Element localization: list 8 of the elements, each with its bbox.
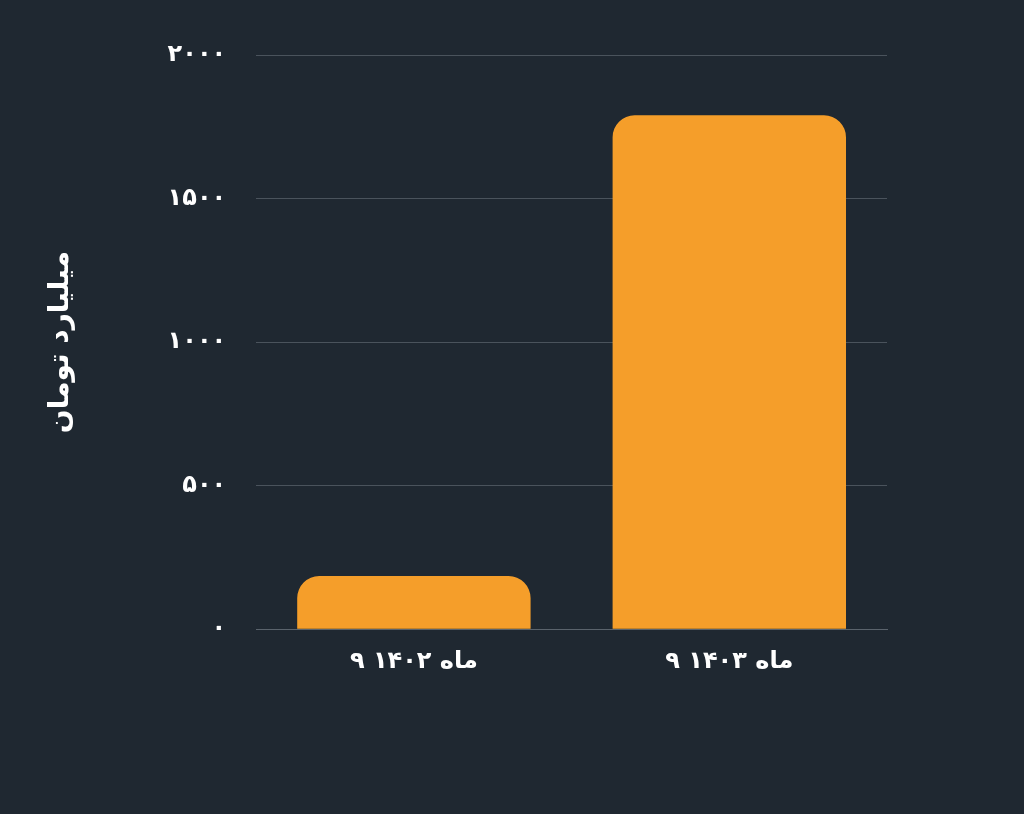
y-tick-label: ۱۵۰۰ [167,182,227,211]
x-tick-label: ۹ ماه ۱۴۰۳ [665,645,794,674]
y-tick-label: ۱۰۰۰ [167,326,227,355]
y-tick-label: ۵۰۰ [182,469,227,498]
y-tick-label: ۲۰۰۰ [167,39,227,68]
x-tick-label: ۹ ماه ۱۴۰۲ [349,645,478,674]
y-axis-title: میلیارد تومان [42,251,76,434]
y-tick-label: ۰ [211,613,227,642]
